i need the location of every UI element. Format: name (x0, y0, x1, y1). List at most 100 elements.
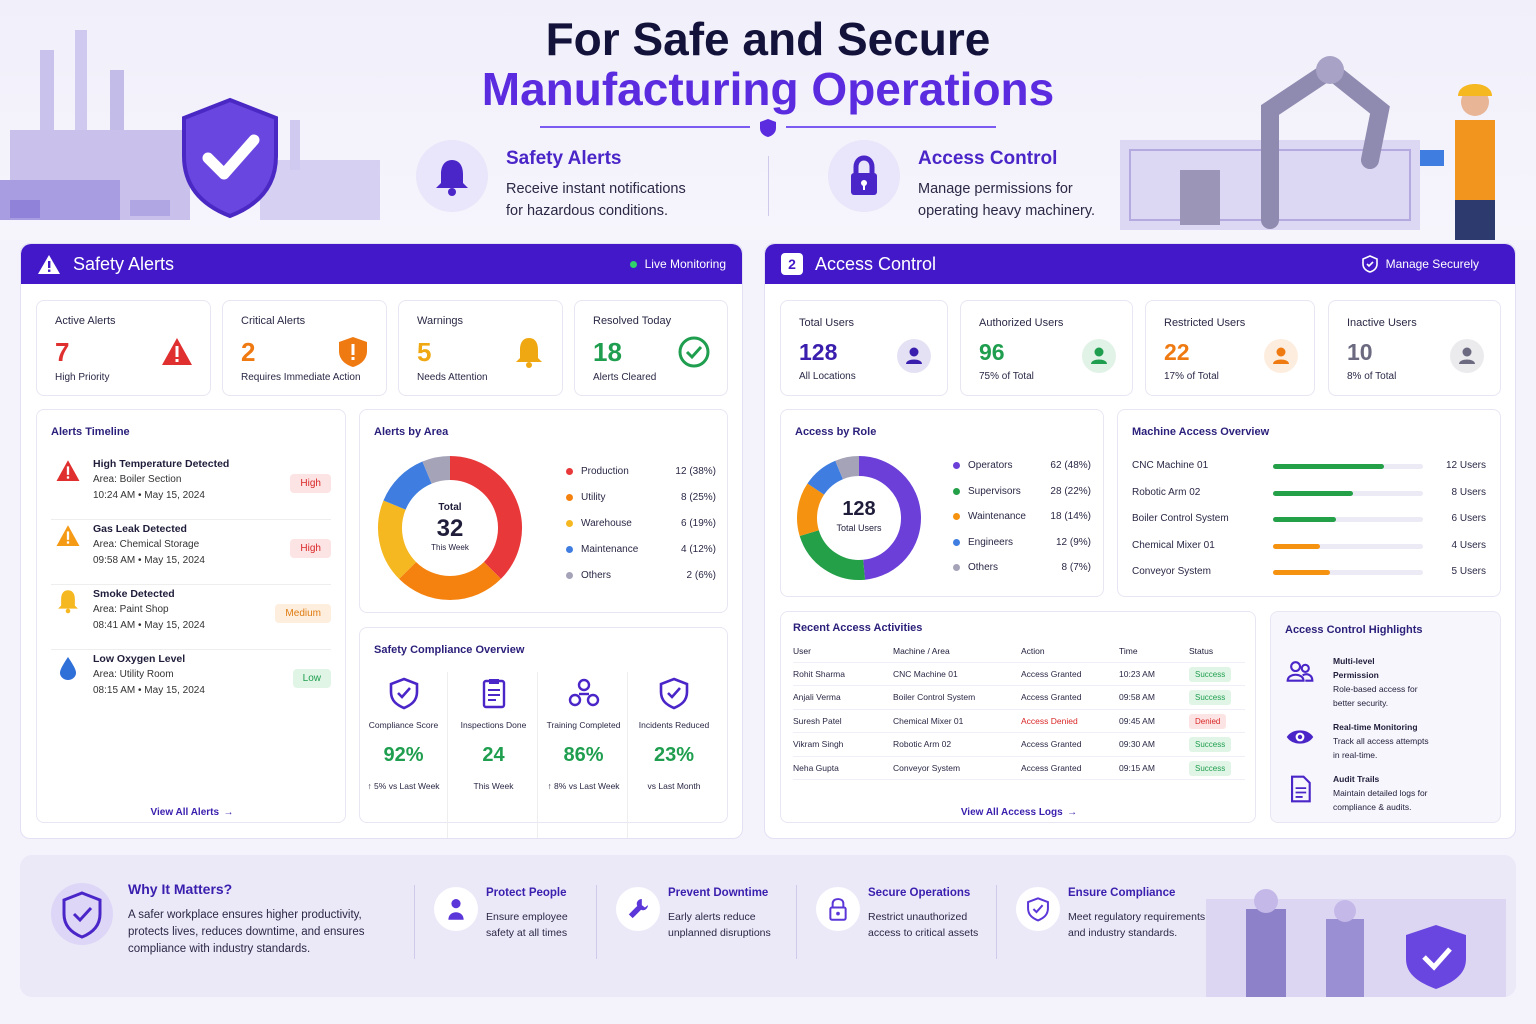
stat-card: Active Alerts 7 High Priority (36, 300, 211, 396)
why-item: Protect People Ensure employee safety at a… (486, 887, 636, 941)
cell-text: Rohit Sharma (793, 668, 845, 679)
alert-time: 09:58 AM • May 15, 2024 (93, 555, 205, 566)
access-control-panel: 2 Access Control Manage Securely Access … (764, 243, 1516, 839)
warning-triangle-icon (38, 255, 60, 274)
why-item-line: unplanned disruptions (668, 927, 771, 939)
stat-card: Restricted Users 22 17% of Total (1145, 300, 1315, 396)
stat-card: Resolved Today 18 Alerts Cleared (574, 300, 728, 396)
stat-label: Restricted Users (1164, 317, 1246, 329)
table-cell: Rohit Sharma (793, 662, 893, 686)
warning-triangle-icon (55, 523, 81, 554)
machine-name: Conveyor System (1132, 566, 1211, 577)
compliance-metric: Compliance Score 92% ↑ 5% vs Last Week (360, 672, 448, 838)
stat-sublabel: 8% of Total (1347, 371, 1397, 382)
section-title: Machine Access Overview (1132, 426, 1270, 438)
alert-area: Area: Chemical Storage (93, 539, 200, 550)
users-icon (1285, 656, 1315, 691)
alerts-by-area: Alerts by Area Total 32 This Week Produc… (359, 409, 728, 613)
person-icon (434, 887, 478, 931)
severity-badge: Low (292, 669, 331, 688)
cell-text: 09:15 AM (1119, 762, 1155, 773)
machine-name: CNC Machine 01 (1132, 460, 1209, 471)
view-all-alerts-link[interactable]: View All Alerts → (37, 802, 347, 820)
alert-item[interactable]: Gas Leak Detected Area: Chemical Storage 0… (51, 523, 331, 585)
cell-text: 09:30 AM (1119, 739, 1155, 750)
machine-bar (1273, 517, 1423, 522)
check-circle-icon (677, 335, 711, 374)
donut-period: This Week (431, 543, 469, 552)
cell-text: Chemical Mixer 01 (893, 715, 964, 726)
compliance-value: 92% (383, 744, 424, 766)
link-text[interactable]: View All Alerts (150, 807, 220, 818)
machine-bar-fill (1273, 517, 1336, 522)
alerts-timeline: Alerts Timeline High Temperature Detecte… (36, 409, 346, 823)
stat-label: Critical Alerts (241, 315, 306, 327)
compliance-sub: ↑ 5% vs Last Week (367, 781, 440, 791)
stat-value: 18 (593, 337, 622, 367)
live-monitoring-label[interactable]: Live Monitoring (644, 257, 726, 271)
stat-value: 7 (55, 337, 70, 367)
view-all-access-logs-link[interactable]: View All Access Logs → (781, 802, 1257, 820)
why-item-line: safety at all times (486, 927, 568, 939)
compliance-value: 86% (563, 744, 604, 766)
machine-bar (1273, 464, 1423, 469)
legend-value: 62 (48%) (1050, 460, 1091, 471)
role-donut-chart (797, 456, 921, 580)
column-header: Status (1189, 640, 1245, 663)
access-control-highlights: Access Control Highlights Multi-level Per… (1270, 611, 1501, 823)
severity-badge: High (290, 539, 331, 558)
table-cell: Robotic Arm 02 (893, 732, 1021, 757)
why-item-title: Secure Operations (868, 887, 971, 899)
table-cell: Chemical Mixer 01 (893, 709, 1021, 733)
why-it-matters-banner: Why It Matters? A safer workplace ensure… (20, 855, 1516, 997)
shield-check-icon (1361, 255, 1378, 273)
shield-check-icon (387, 676, 421, 710)
highlight-title: Permission (1333, 670, 1379, 680)
table-row[interactable]: Anjali Verma Boiler Control System Access … (793, 685, 1245, 710)
machine-bar-fill (1273, 464, 1384, 469)
donut-total-label: Total Users (836, 523, 882, 533)
legend-label: Engineers (968, 536, 1014, 548)
table-row[interactable]: Suresh Patel Chemical Mixer 01 Access Deni… (793, 709, 1245, 733)
area-slice-production (449, 456, 522, 579)
alert-title: Low Oxygen Level (93, 653, 186, 665)
arrow-right-icon: → (1067, 807, 1078, 818)
compliance-sub: ↑ 8% vs Last Week (547, 781, 620, 791)
column-header: Machine / Area (893, 640, 1021, 663)
live-status-dot (629, 260, 637, 268)
alert-item[interactable]: High Temperature Detected Area: Boiler Se… (51, 458, 331, 520)
link-text[interactable]: View All Access Logs (960, 807, 1063, 818)
table-row[interactable]: Vikram Singh Robotic Arm 02 Access Granted… (793, 732, 1245, 757)
shield-alert-icon (336, 335, 370, 374)
stat-label: Authorized Users (979, 317, 1064, 329)
table-cell: 10:23 AM (1119, 662, 1189, 686)
panel-header: Safety Alerts Live Monitoring (21, 244, 742, 284)
page-title-line2: Manufacturing Operations (481, 63, 1055, 115)
table-cell: CNC Machine 01 (893, 662, 1021, 686)
bell-icon (416, 140, 488, 212)
hero-feature-line: for hazardous conditions. (506, 203, 669, 219)
legend-dot (566, 520, 573, 527)
manage-securely-button[interactable]: Manage Securely (1385, 257, 1479, 271)
why-description: A safer workplace ensures higher product… (128, 907, 365, 958)
highlight-title: Multi-level (1333, 656, 1375, 666)
legend-label: Warehouse (581, 518, 632, 529)
alert-item[interactable]: Smoke Detected Area: Paint Shop 08:41 AM •… (51, 588, 331, 650)
status-badge: Success (1189, 666, 1232, 682)
table-row[interactable]: Rohit Sharma CNC Machine 01 Access Granted… (793, 662, 1245, 686)
table-row[interactable]: Neha Gupta Conveyor System Access Granted 0… (793, 756, 1245, 780)
table-cell: 09:15 AM (1119, 756, 1189, 780)
legend-label: Others (581, 570, 612, 581)
cell-text: 10:23 AM (1119, 668, 1155, 679)
cell-text: Boiler Control System (893, 692, 976, 703)
alert-item[interactable]: Low Oxygen Level Area: Utility Room 08:15 … (51, 653, 331, 715)
eye-icon (1285, 722, 1315, 757)
user-icon (1264, 339, 1298, 378)
why-line: protects lives, reduces downtime, and en… (128, 926, 365, 938)
legend-value: 4 (12%) (680, 544, 716, 555)
legend-value: 8 (25%) (680, 492, 716, 503)
legend-dot (953, 538, 960, 546)
section-title: Alerts Timeline (51, 426, 130, 438)
hero-feature-title: Access Control (918, 148, 1058, 169)
alerts-donut-chart (378, 456, 522, 600)
